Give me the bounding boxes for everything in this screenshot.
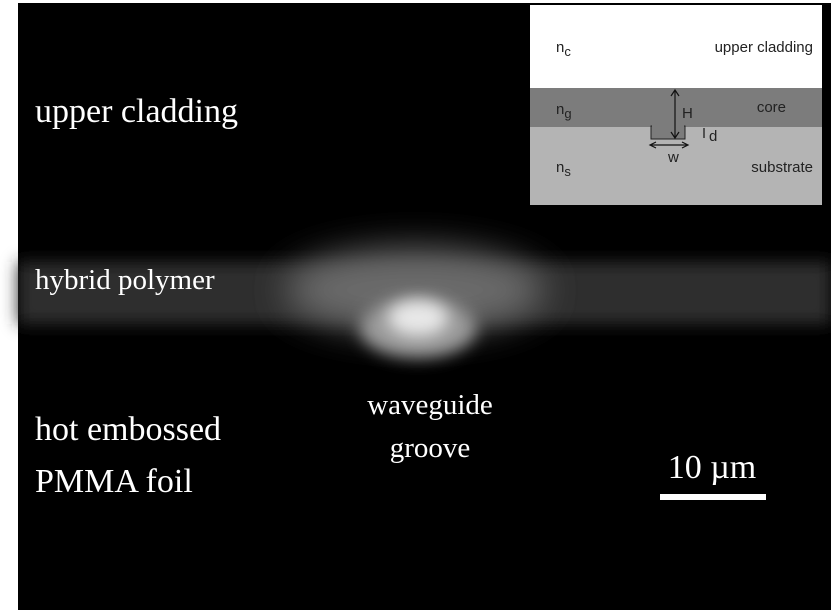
- index-sub: g: [564, 106, 571, 121]
- index-sub: c: [564, 44, 571, 59]
- index-base: n: [556, 39, 564, 56]
- label: hybrid polymer: [35, 264, 215, 296]
- inset-label: substrate: [751, 159, 813, 176]
- scale-bar: [660, 494, 766, 500]
- page: upper cladding hybrid polymer hot emboss…: [0, 0, 831, 610]
- inset-label: d: [709, 128, 717, 145]
- label: PMMA foil: [35, 463, 193, 500]
- label: groove: [390, 432, 471, 464]
- inset-groove-fill: [652, 125, 684, 128]
- label: waveguide: [367, 389, 493, 421]
- label: upper cladding: [35, 93, 238, 130]
- inset-label: upper cladding: [715, 39, 813, 56]
- index-base: n: [556, 159, 564, 176]
- index-base: n: [556, 101, 564, 118]
- inset-label: w: [667, 149, 679, 166]
- figure: upper cladding hybrid polymer hot emboss…: [0, 0, 831, 610]
- index-sub: s: [564, 164, 571, 179]
- label: hot embossed: [35, 411, 221, 448]
- scale-label: 10 µm: [668, 449, 757, 486]
- inset-label: core: [757, 99, 786, 116]
- inset-label: H: [682, 105, 693, 122]
- inset: nc upper cladding ng core ns substrate H…: [530, 5, 822, 205]
